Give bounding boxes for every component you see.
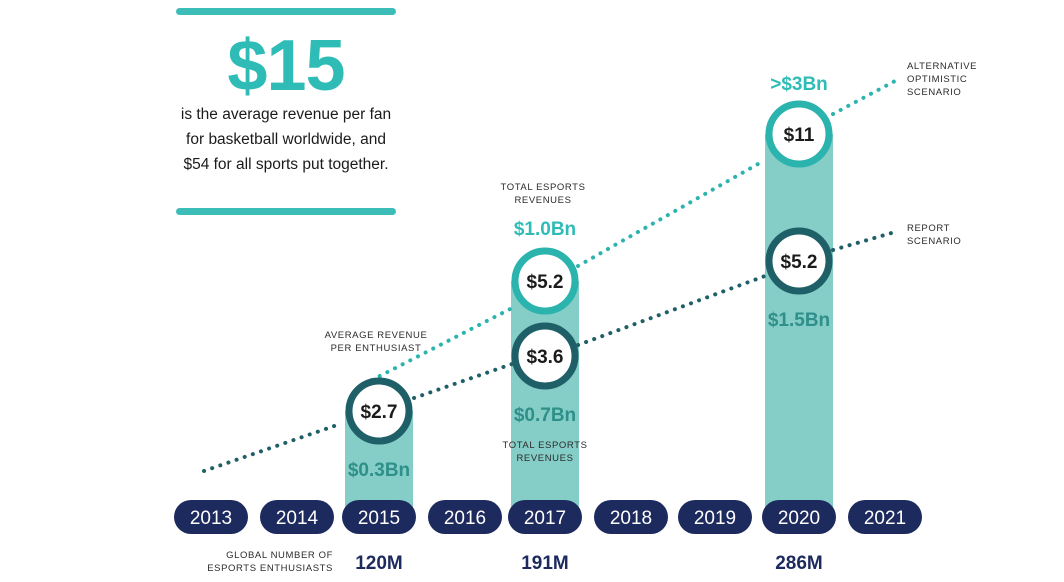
alt-scenario-label-line-2: OPTIMISTIC [907,74,967,85]
total-revenues-lower-line-1: TOTAL ESPORTS [502,440,587,451]
report-line-seg-4 [831,230,897,252]
report-marker-2015-circle [345,377,413,445]
report-line-seg-2 [412,362,514,400]
year-pill-2014 [260,500,334,534]
report-marker-2015-label: $2.7 [361,402,398,423]
year-label-2020: 2020 [778,508,820,529]
upper-revenue-2020: >$3Bn [770,74,828,95]
year-label-2021: 2021 [864,508,906,529]
report-line-seg-1 [202,422,342,473]
bar-value-2015: $0.3Bn [348,460,410,481]
year-label-2018: 2018 [610,508,652,529]
upper-revenue-2017: $1.0Bn [514,219,576,240]
year-pill-2013 [174,500,248,534]
callout-description: is the average revenue per fan for baske… [180,106,392,173]
report-marker-2017-circle [511,322,579,390]
callout-big-number: $15 [227,26,345,106]
avg-revenue-annotation-line-2: PER ENTHUSIAST [331,343,422,354]
alt-marker-2017-label: $5.2 [527,272,564,293]
report-marker-2020-circle [765,227,833,295]
year-pill-2016 [428,500,502,534]
alt-marker-2020-label: $11 [784,125,815,146]
year-label-2014: 2014 [276,508,319,529]
year-pill-2017 [508,500,582,534]
bar-value-2017: $0.7Bn [514,405,576,426]
bar-2017 [511,281,579,508]
year-label-2017: 2017 [524,508,566,529]
year-label-2019: 2019 [694,508,736,529]
year-pill-2021 [848,500,922,534]
year-pill-2019 [678,500,752,534]
total-revenues-upper-line-2: REVENUES [514,195,571,206]
callout-top-rule [176,8,396,15]
alt-scenario-label-line-3: SCENARIO [907,87,961,98]
report-scenario-label-line-2: SCENARIO [907,236,961,247]
year-label-2016: 2016 [444,508,486,529]
enthusiasts-2020: 286M [775,553,823,574]
report-scenario-label-line-1: REPORT [907,223,950,234]
alt-line-seg-3 [831,79,897,116]
bar-value-2020: $1.5Bn [768,310,830,331]
year-label-2013: 2013 [190,508,232,529]
alt-line-seg-1 [370,304,518,382]
total-revenues-lower-line-2: REVENUES [516,453,573,464]
callout-bottom-rule [176,208,396,215]
callout: $15 is the average revenue per fan for b… [176,8,398,216]
alt-marker-2020-circle [765,100,833,168]
enthusiasts-2015: 120M [355,553,403,574]
report-marker-2017-label: $3.6 [527,347,564,368]
enthusiasts-2017: 191M [521,553,569,574]
alt-scenario-label-line-1: ALTERNATIVE [907,61,977,72]
total-revenues-upper-line-1: TOTAL ESPORTS [500,182,585,193]
enthusiasts-label-line-2: ESPORTS ENTHUSIASTS [207,563,333,574]
report-line-seg-3 [576,274,767,347]
avg-revenue-annotation-line-1: AVERAGE REVENUE [325,330,428,341]
year-pill-2020 [762,500,836,534]
report-marker-2020-label: $5.2 [781,252,818,273]
alt-line-seg-2 [576,158,767,268]
year-pill-2015 [342,500,416,534]
year-pill-2018 [594,500,668,534]
enthusiasts-label-line-1: GLOBAL NUMBER OF [226,550,333,561]
bar-2020 [765,134,833,508]
year-label-2015: 2015 [358,508,400,529]
alt-marker-2017-circle [511,247,579,315]
